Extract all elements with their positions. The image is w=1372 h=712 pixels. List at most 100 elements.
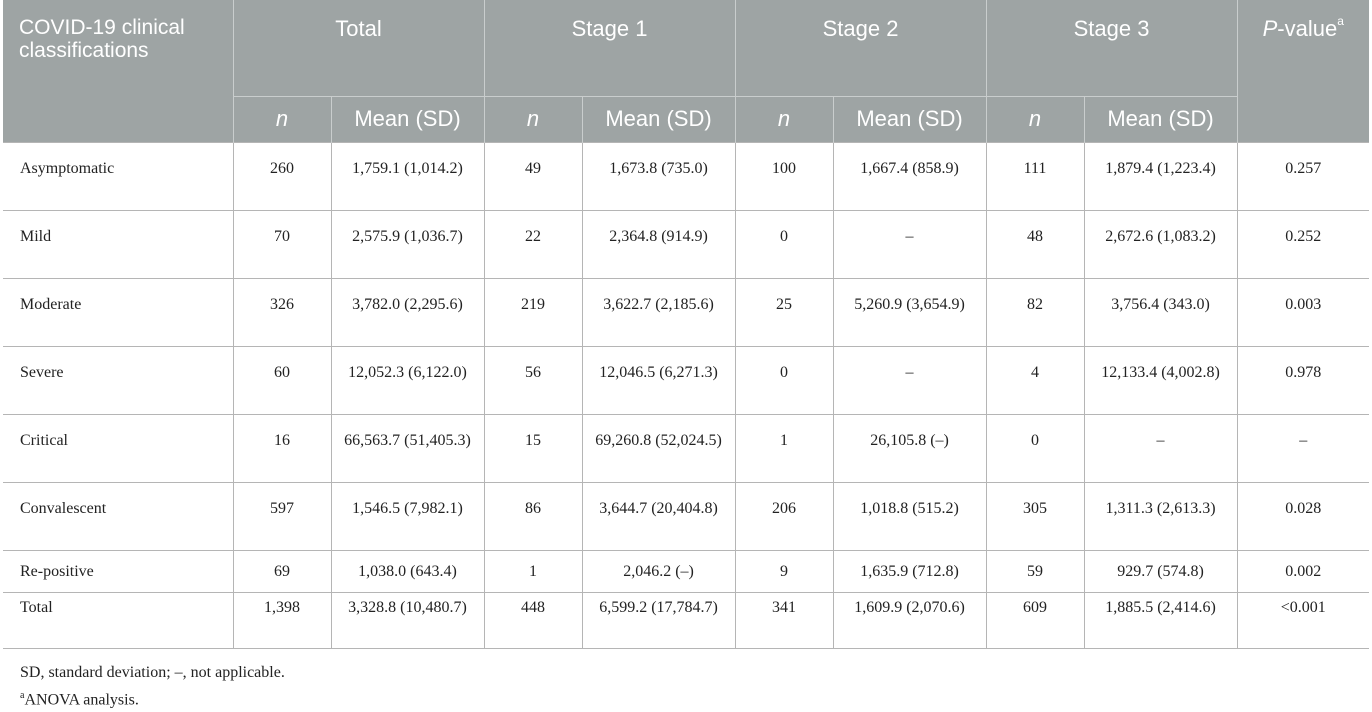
cell-total-n: 16 bbox=[232, 413, 331, 482]
cell-total-mean: 3,328.8 (10,480.7) bbox=[330, 591, 485, 649]
cell-stage3-mean: 1,885.5 (2,414.6) bbox=[1083, 591, 1238, 649]
cell-pvalue: 0.252 bbox=[1236, 209, 1370, 278]
cell-stage2-mean: 5,260.9 (3,654.9) bbox=[832, 277, 987, 346]
cell-stage1-mean: 12,046.5 (6,271.3) bbox=[581, 345, 736, 414]
cell-stage2-mean: 1,667.4 (858.9) bbox=[832, 141, 987, 210]
cell-stage3-mean: 1,311.3 (2,613.3) bbox=[1083, 481, 1238, 550]
cell-stage2-mean: 1,018.8 (515.2) bbox=[832, 481, 987, 550]
cell-stage3-n: 305 bbox=[985, 481, 1085, 550]
cell-stage1-n: 56 bbox=[483, 345, 583, 414]
cell-stage2-n: 0 bbox=[734, 345, 834, 414]
footnote-a-mark: a bbox=[20, 690, 25, 701]
footnote-sd: SD, standard deviation; –, not applicabl… bbox=[20, 664, 285, 681]
data-table: COVID-19 clinical classifications Total … bbox=[3, 0, 1370, 649]
cell-stage3-n: 0 bbox=[985, 413, 1085, 482]
header-pvalue: P-valuea bbox=[1236, 0, 1370, 142]
row-label: Total bbox=[3, 591, 233, 649]
table-row: Asymptomatic 260 1,759.1 (1,014.2) 49 1,673.… bbox=[3, 141, 1370, 210]
cell-stage3-mean: 3,756.4 (343.0) bbox=[1083, 277, 1238, 346]
cell-total-n: 260 bbox=[232, 141, 331, 210]
cell-stage2-mean: 26,105.8 (–) bbox=[832, 413, 987, 482]
header-group-stage3: Stage 3 bbox=[985, 0, 1238, 96]
header-row-groups: COVID-19 clinical classifications Total … bbox=[3, 0, 1370, 142]
cell-stage1-n: 448 bbox=[483, 591, 583, 649]
cell-stage3-mean: – bbox=[1083, 413, 1238, 482]
cell-stage2-n: 9 bbox=[734, 549, 834, 592]
cell-pvalue: – bbox=[1236, 413, 1370, 482]
header-pvalue-sup: a bbox=[1337, 14, 1344, 28]
cell-stage2-n: 25 bbox=[734, 277, 834, 346]
header-classification: COVID-19 clinical classifications bbox=[3, 0, 233, 142]
cell-stage1-n: 22 bbox=[483, 209, 583, 278]
row-label: Critical bbox=[3, 413, 233, 482]
cell-stage1-mean: 2,046.2 (–) bbox=[581, 549, 736, 592]
cell-stage2-mean: 1,635.9 (712.8) bbox=[832, 549, 987, 592]
cell-stage1-n: 219 bbox=[483, 277, 583, 346]
header-group-stage2: Stage 2 bbox=[734, 0, 987, 96]
header-n: n bbox=[734, 95, 834, 142]
cell-total-mean: 2,575.9 (1,036.7) bbox=[330, 209, 485, 278]
row-label: Asymptomatic bbox=[3, 141, 233, 210]
cell-pvalue: 0.002 bbox=[1236, 549, 1370, 592]
cell-pvalue: <0.001 bbox=[1236, 591, 1370, 649]
cell-stage2-n: 206 bbox=[734, 481, 834, 550]
footnote-a-text: ANOVA analysis. bbox=[24, 691, 139, 709]
table-body: Asymptomatic 260 1,759.1 (1,014.2) 4 9 1,673.… bbox=[3, 141, 1370, 649]
cell-total-mean: 12,052.3 (6,122.0) bbox=[330, 345, 485, 414]
row-label: Re-positive bbox=[3, 549, 233, 592]
cell-total-n: 597 bbox=[232, 481, 331, 550]
header-mean: Mean (SD) bbox=[581, 95, 736, 142]
cell-stage3-n: 609 bbox=[985, 591, 1085, 649]
header-n: n bbox=[985, 95, 1085, 142]
cell-total-mean: 66,563.7 (51,405.3) bbox=[330, 413, 485, 482]
cell-stage1-mean: 6,599.2 (17,784.7) bbox=[581, 591, 736, 649]
cell-total-mean: 3,782.0 (2,295.6) bbox=[330, 277, 485, 346]
cell-stage2-n: 1 bbox=[734, 413, 834, 482]
cell-stage1-n: 1 bbox=[483, 549, 583, 592]
header-pvalue-italic: P bbox=[1262, 16, 1278, 41]
cell-total-n: 60 bbox=[232, 345, 331, 414]
cell-stage2-n: 100 bbox=[734, 141, 834, 210]
cell-stage1-mean: 3,644.7 (20,404.8) bbox=[581, 481, 736, 550]
cell-pvalue: 0.003 bbox=[1236, 277, 1370, 346]
cell-stage2-mean: – bbox=[832, 345, 987, 414]
cell-stage2-n: 0 bbox=[734, 209, 834, 278]
cell-total-n: 1,398 bbox=[232, 591, 331, 649]
row-label: Mild bbox=[3, 209, 233, 278]
header-n: n bbox=[483, 95, 583, 142]
row-label: Severe bbox=[3, 345, 233, 414]
header-group-stage1: Stage 1 bbox=[483, 0, 736, 96]
cell-total-n: 70 bbox=[232, 209, 331, 278]
cell-stage1-mean: 69,260.8 (52,024.5) bbox=[581, 413, 736, 482]
cell-stage3-mean: 1,879.4 (1,223.4) bbox=[1083, 141, 1238, 210]
header-group-total: Total bbox=[232, 0, 485, 96]
table-row: Re-positive 69 1,038.0 (643.4) 1 2,046.2 (–)… bbox=[3, 549, 1370, 592]
header-mean: Mean (SD) bbox=[832, 95, 987, 142]
cell-stage3-mean: 2,672.6 (1,083.2) bbox=[1083, 209, 1238, 278]
cell-total-n: 326 bbox=[232, 277, 331, 346]
cell-pvalue: 0.028 bbox=[1236, 481, 1370, 550]
table-row: Moderate 326 3,782.0 (2,295.6) 219 3,622.7 (… bbox=[3, 277, 1370, 346]
cell-stage3-n: 111 bbox=[985, 141, 1085, 210]
cell-stage3-n: 4 bbox=[985, 345, 1085, 414]
cell-stage3-n: 59 bbox=[985, 549, 1085, 592]
row-label: Moderate bbox=[3, 277, 233, 346]
table-row: Convalescent 597 1,546.5 (7,982.1) 86 3,644.… bbox=[3, 481, 1370, 550]
cell-stage1-mean: 2,364.8 (914.9) bbox=[581, 209, 736, 278]
table-row: Critical 16 66,563.7 (51,405.3) 15 69,260.8 … bbox=[3, 413, 1370, 482]
cell-stage3-n: 82 bbox=[985, 277, 1085, 346]
cell-pvalue: 0.978 bbox=[1236, 345, 1370, 414]
cell-pvalue: 0.257 bbox=[1236, 141, 1370, 210]
header-mean: Mean (SD) bbox=[330, 95, 485, 142]
cell-stage1-n: 15 bbox=[483, 413, 583, 482]
footnote-a: aANOVA analysis. bbox=[20, 690, 139, 709]
table-row: Total 1,398 3,328.8 (10,480.7) 448 6,599.2 (… bbox=[3, 591, 1370, 649]
cell-stage3-mean: 929.7 (574.8) bbox=[1083, 549, 1238, 592]
cell-total-mean: 1,759.1 (1,014.2) bbox=[330, 141, 485, 210]
cell-stage1-mean: 1,673.8 (735.0) bbox=[581, 141, 736, 210]
cell-total-n: 69 bbox=[232, 549, 331, 592]
table-row: Severe 60 12,052.3 (6,122.0) 56 12,046.5 (6,… bbox=[3, 345, 1370, 414]
cell-stage1-mean: 3,622.7 (2,185.6) bbox=[581, 277, 736, 346]
table-row: Mild 70 2,575.9 (1,036.7) 22 2,364.8 (914.9)… bbox=[3, 209, 1370, 278]
